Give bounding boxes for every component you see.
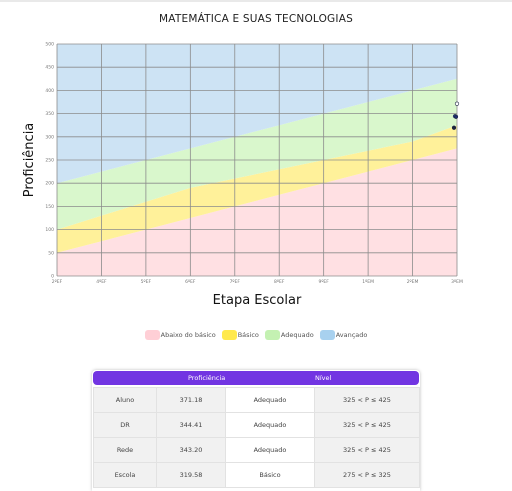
- legend-swatch: [144, 330, 160, 340]
- legend-item-abaixo[interactable]: Abaixo do básico: [144, 330, 216, 340]
- y-tick-label: 150: [45, 204, 54, 210]
- x-tick-label: 6ºEF: [185, 279, 196, 285]
- table-row: Escola 319.58 Básico 275 < P ≤ 325: [93, 462, 420, 488]
- legend-label: Básico: [237, 331, 259, 339]
- row-range: 325 < P ≤ 425: [314, 437, 420, 463]
- top-divider: [0, 0, 512, 2]
- y-axis-title: Proficiência: [22, 123, 37, 198]
- x-tick-label: 7ºEF: [230, 279, 241, 285]
- row-label: Aluno: [93, 387, 157, 413]
- legend-item-adequado[interactable]: Adequado: [264, 330, 314, 340]
- row-range: 275 < P ≤ 325: [314, 462, 420, 488]
- legend-swatch: [319, 330, 335, 340]
- y-tick-label: 250: [45, 158, 54, 164]
- legend-item-avancado[interactable]: Avançado: [319, 330, 368, 340]
- row-level: Adequado: [225, 437, 315, 463]
- legend-label: Adequado: [280, 331, 314, 339]
- row-value: 343.20: [156, 437, 226, 463]
- row-value: 371.18: [156, 387, 226, 413]
- table-row: Aluno 371.18 Adequado 325 < P ≤ 425: [93, 387, 420, 413]
- y-tick-label: 500: [45, 42, 54, 48]
- band-básico: [57, 125, 457, 253]
- row-value: 319.58: [156, 462, 226, 488]
- y-tick-label: 450: [45, 65, 54, 71]
- table-row: DR 344.41 Adequado 325 < P ≤ 425: [93, 412, 420, 438]
- x-tick-label: 8ºEF: [274, 279, 285, 285]
- proficiency-chart: 0 50 100 150 200 250 300 350 400 450 500 2ºEF 4ºEF 5º…: [22, 42, 463, 309]
- row-level: Adequado: [225, 412, 315, 438]
- y-tick-label: 0: [51, 274, 54, 280]
- row-range: 325 < P ≤ 425: [314, 412, 420, 438]
- x-tick-label: 4ºEF: [96, 279, 107, 285]
- results-table: Proficiência Nível Aluno 371.18 Adequado…: [92, 370, 420, 491]
- x-tick-label: 3ºEM: [451, 279, 463, 285]
- x-axis-title: Etapa Escolar: [213, 293, 302, 308]
- header-proficiencia: Proficiência: [188, 374, 226, 382]
- x-tick-label: 2ºEF: [52, 279, 63, 285]
- data-point-escola: [451, 125, 457, 130]
- x-tick-label: 1ºEM: [362, 279, 374, 285]
- chart-legend: Abaixo do básico Básico Adequado Avançad…: [0, 330, 512, 340]
- y-tick-label: 200: [45, 181, 54, 187]
- y-tick-label: 100: [45, 227, 54, 233]
- legend-swatch: [264, 330, 280, 340]
- row-value: 344.41: [156, 412, 226, 438]
- legend-label: Abaixo do básico: [160, 331, 216, 339]
- y-tick-label: 350: [45, 111, 54, 117]
- band-adequado: [57, 78, 457, 230]
- legend-swatch: [221, 330, 237, 340]
- x-tick-label: 9ºEF: [318, 279, 329, 285]
- y-tick-label: 50: [48, 250, 54, 256]
- header-nivel: Nível: [315, 374, 332, 382]
- legend-label: Avançado: [335, 331, 368, 339]
- band-abaixo-do-básico: [57, 148, 457, 276]
- data-point-rede: [453, 114, 459, 119]
- data-point-aluno: [454, 101, 460, 106]
- row-range: 325 < P ≤ 425: [314, 387, 420, 413]
- row-level: Adequado: [225, 387, 315, 413]
- y-tick-label: 400: [45, 88, 54, 94]
- legend-item-basico[interactable]: Básico: [221, 330, 259, 340]
- row-label: Rede: [93, 437, 157, 463]
- x-tick-label: 2ºEM: [407, 279, 419, 285]
- table-row: Rede 343.20 Adequado 325 < P ≤ 425: [93, 437, 420, 463]
- row-level: Básico: [225, 462, 315, 488]
- chart-title: MATEMÁTICA E SUAS TECNOLOGIAS: [159, 13, 353, 25]
- row-label: Escola: [93, 462, 157, 488]
- y-tick-label: 300: [45, 134, 54, 140]
- row-label: DR: [93, 412, 157, 438]
- x-tick-label: 5ºEF: [141, 279, 152, 285]
- table-header: Proficiência Nível: [93, 371, 419, 385]
